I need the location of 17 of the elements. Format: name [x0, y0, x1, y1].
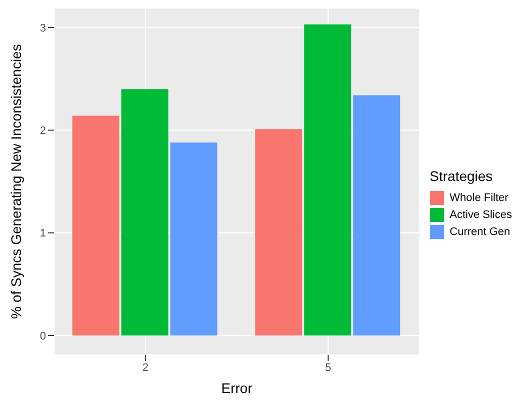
legend-title: Strategies — [430, 168, 494, 184]
bar — [353, 95, 400, 336]
y-axis-title: % of Syncs Generating New Inconsistencies — [8, 44, 24, 319]
y-tick-label: 3 — [40, 22, 46, 34]
x-tick-label: 5 — [325, 362, 332, 374]
legend-label: Whole Filter — [450, 192, 508, 204]
legend-label: Current Gen — [450, 226, 510, 238]
bar — [72, 116, 120, 336]
bar — [304, 24, 352, 336]
y-tick-label: 0 — [40, 330, 46, 342]
x-axis-title: Error — [221, 380, 253, 396]
bar — [255, 129, 302, 336]
bar — [170, 142, 218, 336]
y-tick-label: 1 — [40, 228, 46, 240]
bar — [121, 89, 168, 336]
legend-label: Active Slices — [450, 209, 512, 221]
y-tick-label: 2 — [40, 125, 46, 138]
